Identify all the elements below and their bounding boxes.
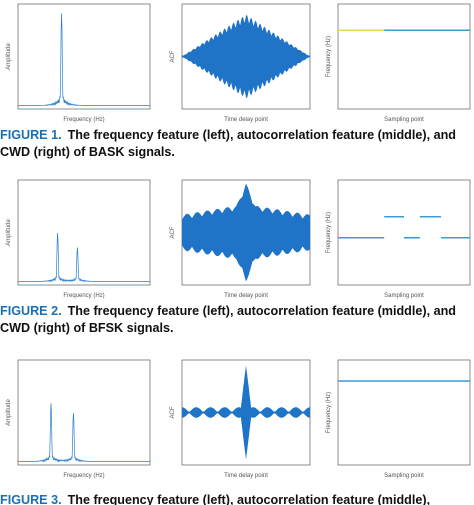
y-axis-label: Amplitude [6,399,12,426]
y-axis-label: ACF [170,226,176,238]
plot-area [17,179,151,286]
y-axis-label: Amplitude [6,43,12,70]
plot-area [17,3,151,110]
x-axis-label: Sampling point [384,473,424,479]
x-axis-label: Frequency (Hz) [63,293,104,299]
y-axis-label: Frequency (Hz) [326,36,332,77]
x-axis-label: Frequency (Hz) [63,117,104,123]
acf-area [182,15,310,98]
caption-label: FIGURE 3. [0,493,62,505]
caption-label: FIGURE 1. [0,128,62,142]
y-axis-label: ACF [170,406,176,418]
y-axis-label: Frequency (Hz) [326,392,332,433]
x-axis-label: Time delay point [224,293,268,299]
plot-panel: Sampling point Frequency (Hz) [326,179,471,299]
y-axis-label: Amplitude [6,219,12,246]
caption-text: The frequency feature (left), autocorrel… [67,493,431,505]
spectrum-line [18,13,150,107]
figure: Frequency (Hz) Amplitude Time delay point A… [6,179,471,299]
figure: Frequency (Hz) Amplitude Time delay point A… [6,3,471,123]
acf-area [182,183,310,282]
plot-area [337,359,471,466]
x-axis-label: Sampling point [384,117,424,123]
plot-panel: Sampling point Frequency (Hz) [326,359,471,479]
x-axis-label: Time delay point [224,117,268,123]
caption-label: FIGURE 2. [0,304,62,318]
caption-text: The frequency feature (left), autocorrel… [0,128,456,159]
plot-area [17,359,151,466]
plot-panel: Sampling point Frequency (Hz) [326,3,471,123]
plot-area [337,179,471,286]
figure-caption: FIGURE 2. The frequency feature (left), a… [0,303,474,337]
plot-panel: Time delay point ACF [170,359,311,479]
spectrum-line [18,232,150,283]
plot-panel: Frequency (Hz) Amplitude [6,179,151,299]
plot-panel: Frequency (Hz) Amplitude [6,359,151,479]
caption-text: The frequency feature (left), autocorrel… [0,304,456,335]
plot-area [337,3,471,110]
y-axis-label: Frequency (Hz) [326,212,332,253]
figure-caption: FIGURE 3. The frequency feature (left), a… [0,492,474,505]
spectrum-line [18,403,150,463]
plot-panel: Time delay point ACF [170,3,311,123]
x-axis-label: Frequency (Hz) [63,473,104,479]
figure-caption: FIGURE 1. The frequency feature (left), a… [0,127,474,161]
x-axis-label: Sampling point [384,293,424,299]
y-axis-label: ACF [170,50,176,62]
acf-area [182,365,310,460]
plot-panel: Time delay point ACF [170,179,311,299]
x-axis-label: Time delay point [224,473,268,479]
figure: Frequency (Hz) Amplitude Time delay point A… [6,359,471,479]
plot-panel: Frequency (Hz) Amplitude [6,3,151,123]
